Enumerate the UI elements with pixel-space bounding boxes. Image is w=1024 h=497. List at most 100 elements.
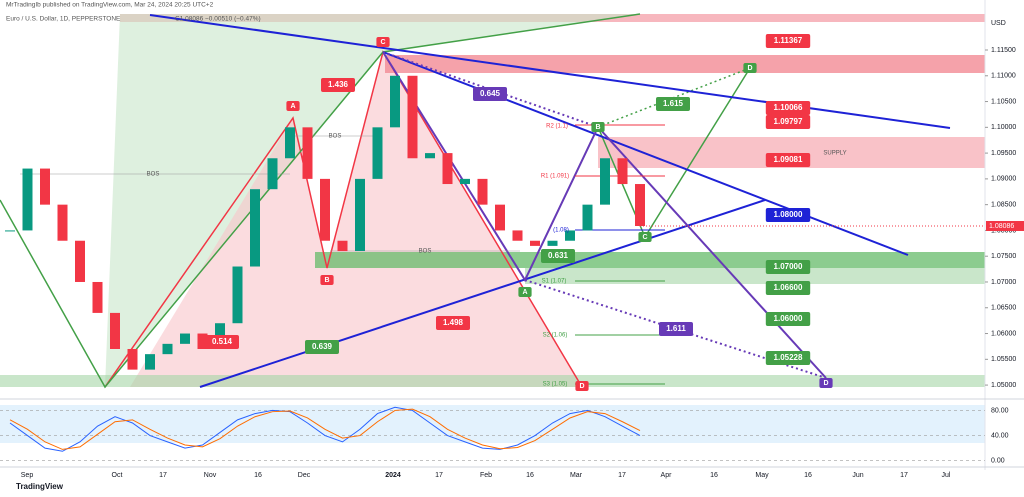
x-tick-label: Dec [298,472,311,479]
candle [250,189,260,267]
label-box [286,101,300,111]
ohlc: C1.08086 −0.00510 (−0.47%) [175,16,261,23]
y-tick-label: 1.09500 [991,150,1016,157]
annotation: 1.06000 [774,314,803,323]
annotation: 0.639 [312,342,333,351]
label-box [765,115,811,129]
label-box [765,312,811,326]
label-box [765,101,811,115]
candle [565,230,575,241]
x-tick-label: 17 [618,472,626,479]
y-tick-label: 1.05000 [991,382,1016,389]
annotation: D [747,65,752,72]
x-tick-label: Jul [942,472,951,479]
candle [407,75,418,159]
label-box [575,381,589,391]
osc-line [9,406,641,452]
annotation: BOS [147,172,160,178]
osc-tick-label: 80.00 [991,407,1009,414]
annotation: 0.514 [212,337,233,346]
annotation: SUPPLY [823,151,846,157]
x-tick-label: Nov [204,472,217,479]
candle [495,204,505,231]
label-box [541,249,575,263]
x-tick-label: 2024 [385,472,401,479]
demand-zone [0,375,985,387]
annotation: A [522,289,527,296]
x-tick-label: 16 [254,472,262,479]
label-box [305,340,339,354]
candle [110,312,120,349]
annotation: BOS [419,249,432,255]
x-tick-label: 16 [710,472,718,479]
annotation: 0.631 [548,251,569,260]
candle [635,184,645,226]
candle [162,343,173,355]
annotation: 1.09081 [774,155,803,164]
trend-line [199,199,766,388]
currency: USD [991,20,1006,27]
candle [442,153,453,185]
candle [320,178,330,241]
annotation: D [579,383,584,390]
annotation: S3 (1.05) [543,382,568,388]
annotation: BOS [329,134,342,140]
annotation: 1.10066 [774,103,803,112]
x-tick-label: Sep [21,472,34,479]
x-tick-label: 16 [804,472,812,479]
y-tick-label: 1.05500 [991,356,1016,363]
y-tick-label: 1.07500 [991,253,1016,260]
symbol: Euro / U.S. Dollar, 1D, PEPPERSTONE [6,16,121,23]
label-box [743,63,757,73]
demand-zone [525,268,985,284]
label-box [656,97,690,111]
label-box [205,335,239,349]
candle [180,333,190,344]
candle [512,230,523,241]
annotation: B [324,277,329,284]
y-tick-label: 1.06000 [991,330,1016,337]
y-tick-label: 1.10000 [991,124,1016,131]
trend-line [149,14,951,129]
annotation: S2 (1.06) [543,333,568,339]
candle [355,178,365,252]
footer: TradingView [16,482,64,491]
label-box [765,260,811,274]
x-tick-label: 17 [159,472,167,479]
osc-line [9,408,641,450]
annotation: D [823,380,828,387]
candle [75,240,85,282]
y-tick-label: 1.08500 [991,201,1016,208]
annotation: 1.05228 [774,353,803,362]
x-tick-label: 16 [526,472,534,479]
annotation: 1.436 [328,80,349,89]
pattern-area [105,14,640,387]
annotation: R1 (1.091) [541,174,569,180]
annotation: S1 (1.07) [542,279,567,285]
label-box [320,275,334,285]
y-tick-label: 1.10500 [991,98,1016,105]
label-box [321,78,355,92]
annotation: 1.615 [663,99,684,108]
osc-tick-label: 40.00 [991,432,1009,439]
pattern-line [382,51,827,379]
annotation: (1.08) [553,228,569,234]
candle [285,127,295,159]
label-box [473,87,507,101]
pattern-line [0,13,641,389]
annotation: 1.611 [666,324,686,333]
candle [267,158,278,190]
x-tick-label: May [755,472,769,479]
annotation: C [642,234,647,241]
label-box [765,34,811,48]
candle [57,204,68,241]
candle [5,230,15,232]
candle [337,240,348,252]
candle [530,240,540,246]
price-tag [986,220,1024,231]
label-box [819,378,833,388]
demand-zone [315,252,985,268]
publisher: MrTradingIb published on TradingView.com… [6,2,214,9]
x-tick-label: Oct [112,472,123,479]
